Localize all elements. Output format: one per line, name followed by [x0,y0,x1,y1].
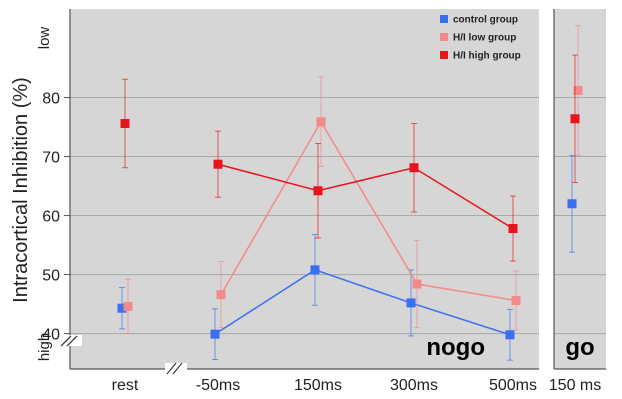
y-tick-label: 50 [42,268,60,285]
data-point [406,298,416,308]
legend-label-hi-low: H/I low group [453,33,516,44]
data-point [310,265,320,275]
legend-label-control: control group [453,15,518,26]
data-point [120,118,130,128]
y-tick-label: 40 [42,327,60,344]
grid-main [70,97,539,335]
data-point [508,224,518,234]
x-tick-label: rest [112,377,139,394]
data-point [505,330,515,340]
series-line [220,120,517,302]
x-tick-labels: rest -50ms 150ms 300ms 500ms 150 ms [112,377,602,394]
legend-swatch-hi-high [440,51,448,59]
x-tick-label: 150 ms [549,377,601,394]
x-axis-break-marker [165,362,187,375]
legend: control group H/I low group H/I high gro… [440,15,521,62]
nogo-panel-label: nogo [426,334,485,361]
y-axis-label: Intracortical Inhibition (%) [10,77,32,303]
x-tick-label: 300ms [390,377,438,394]
data-point [573,85,583,95]
series-line [217,163,514,230]
x-tick-label: 500ms [489,377,537,394]
data-point [412,279,422,289]
go-panel-label: go [565,334,594,361]
series-main [117,76,521,361]
data-point [511,296,521,306]
legend-swatch-control [440,15,448,23]
nogo-panel-background [70,9,539,369]
data-point [210,329,220,339]
data-point [117,303,127,313]
data-point [316,117,326,127]
x-tick-label: -50ms [196,377,240,394]
grid-go [554,97,606,335]
y-tick-label: 80 [42,91,60,108]
y-tick-labels: 40 50 60 70 80 [42,91,70,344]
data-point [570,114,580,124]
y-axis-top-label: low [36,27,53,50]
legend-swatch-hi-low [440,33,448,41]
series-line [214,269,511,336]
go-panel-background [554,9,606,369]
data-point [567,199,577,209]
data-point [313,186,323,196]
x-tick-label: 150ms [294,377,342,394]
series-go [567,25,583,253]
data-point [409,163,419,173]
y-tick-label: 70 [42,150,60,167]
y-axis-break-marker [60,335,82,347]
data-point [213,159,223,169]
legend-label-hi-high: H/I high group [453,51,521,62]
data-point [123,301,133,311]
data-point [216,290,226,300]
y-axis-bottom-label: high [36,333,53,361]
y-tick-label: 60 [42,209,60,226]
